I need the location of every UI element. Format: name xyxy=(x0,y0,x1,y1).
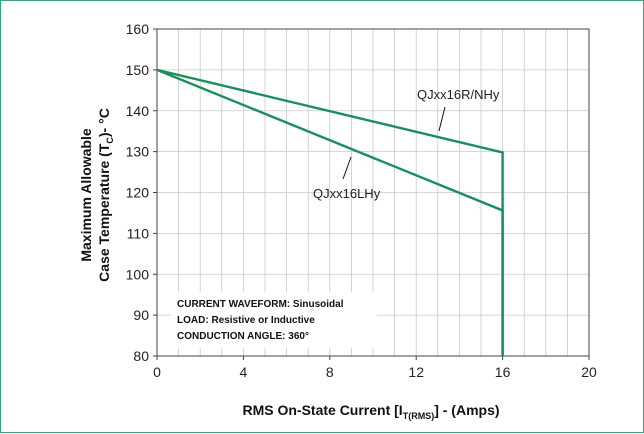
x-tick-label: 20 xyxy=(581,364,597,380)
x-axis-title: RMS On-State Current [IT(RMS)] - (Amps) xyxy=(242,402,499,421)
x-tick-labels: 0 4 8 12 16 20 xyxy=(153,356,597,380)
y-axis-title-line2: Case Temperature (TC)- °C xyxy=(96,108,115,282)
y-tick-label: 110 xyxy=(127,225,150,241)
conditions-note-box xyxy=(171,292,377,348)
series-lines xyxy=(156,68,504,356)
series-line-lh xyxy=(156,68,504,356)
y-tick-label: 120 xyxy=(126,185,150,201)
note-line-load: LOAD: Resistive or Inductive xyxy=(177,315,315,326)
series-label-rnh: QJxx16R/NHy xyxy=(417,87,500,102)
leader-line-lh xyxy=(342,156,352,180)
x-tick-label: 4 xyxy=(240,364,248,380)
y-tick-label: 130 xyxy=(126,144,150,160)
y-tick-label: 160 xyxy=(126,21,150,37)
y-tick-label: 80 xyxy=(133,348,149,364)
x-tick-label: 0 xyxy=(153,364,161,380)
y-tick-label: 140 xyxy=(126,103,150,119)
y-tick-labels: 80 90 100 110 120 130 140 150 160 xyxy=(126,21,157,364)
note-line-waveform: CURRENT WAVEFORM: Sinusoidal xyxy=(177,299,344,310)
y-axis-title-line1: Maximum Allowable xyxy=(78,128,94,262)
y-axis-title: Maximum Allowable Case Temperature (TC)-… xyxy=(78,108,115,282)
y-tick-label: 150 xyxy=(126,62,150,78)
x-tick-label: 16 xyxy=(495,364,511,380)
x-tick-label: 8 xyxy=(326,364,334,380)
note-line-conduction: CONDUCTION ANGLE: 360° xyxy=(177,331,309,342)
y-tick-label: 90 xyxy=(133,307,149,323)
x-tick-label: 12 xyxy=(408,364,424,380)
y-tick-label: 100 xyxy=(126,266,150,282)
series-label-lh: QJxx16LHy xyxy=(313,186,381,201)
leader-line-rnh xyxy=(438,106,446,132)
